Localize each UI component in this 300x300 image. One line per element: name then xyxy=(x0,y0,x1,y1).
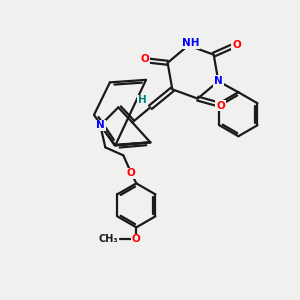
Text: O: O xyxy=(140,54,149,64)
Text: NH: NH xyxy=(182,38,199,48)
Text: O: O xyxy=(216,100,225,111)
Text: O: O xyxy=(132,234,141,244)
Text: N: N xyxy=(96,120,105,130)
Text: N: N xyxy=(214,76,223,86)
Text: CH₃: CH₃ xyxy=(99,234,118,244)
Text: O: O xyxy=(232,40,241,50)
Text: O: O xyxy=(127,168,136,178)
Text: H: H xyxy=(138,95,147,105)
